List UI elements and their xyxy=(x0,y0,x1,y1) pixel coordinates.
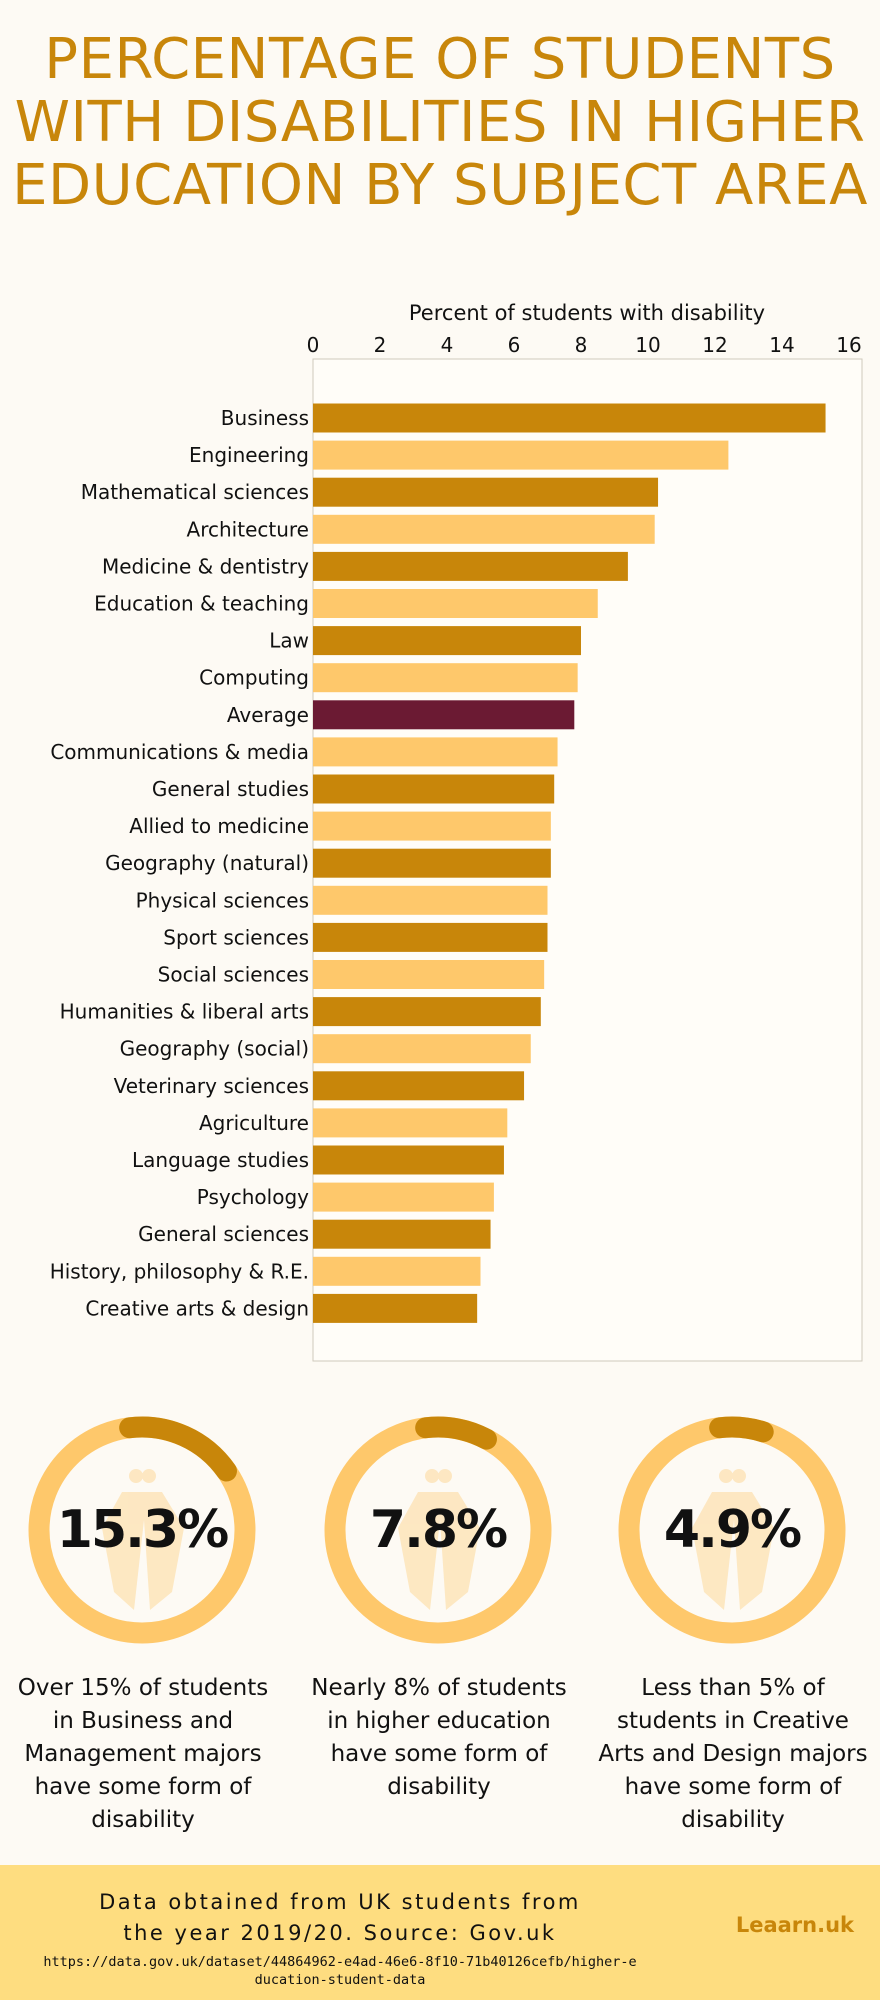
category-label: Communications & media xyxy=(50,740,309,764)
bar xyxy=(313,960,545,989)
bar xyxy=(313,626,581,656)
graduation-figure-icon xyxy=(692,1469,774,1610)
stat-caption-creative-arts: Less than 5% of students in Creative Art… xyxy=(598,1675,868,1833)
category-label: Computing xyxy=(199,666,309,690)
category-label: Language studies xyxy=(132,1148,309,1172)
category-label: Geography (social) xyxy=(120,1037,309,1061)
x-tick-label: 4 xyxy=(441,333,454,357)
ring-progress xyxy=(709,1416,774,1443)
bar xyxy=(313,1145,504,1175)
stat-caption-average: Nearly 8% of students in higher educatio… xyxy=(311,1675,567,1800)
bar xyxy=(313,1293,478,1323)
x-tick-label: 12 xyxy=(702,333,727,357)
source-line-2: the year 2019/20. Source: Gov.uk xyxy=(123,1921,557,1945)
x-axis-label: Percent of students with disability xyxy=(409,301,765,325)
category-label: Law xyxy=(269,629,309,653)
source-line-1: Data obtained from UK students from xyxy=(99,1890,581,1914)
ring-progress xyxy=(119,1416,237,1482)
category-label: Social sciences xyxy=(158,963,309,987)
bar xyxy=(313,403,826,433)
bar xyxy=(313,700,575,730)
ring-chart xyxy=(324,1416,552,1644)
bar xyxy=(313,848,551,878)
category-label: Mathematical sciences xyxy=(81,480,309,504)
bars xyxy=(313,403,826,1323)
bar-chart: Percent of students with disability 0 2 4 6… xyxy=(50,301,863,1362)
category-label: Humanities & liberal arts xyxy=(60,1000,309,1024)
category-label: Average xyxy=(227,703,309,727)
category-labels: Business Engineering Mathematical sciences… xyxy=(50,406,309,1320)
ring-chart xyxy=(28,1416,256,1644)
x-tick-label: 6 xyxy=(508,333,521,357)
category-label: Physical sciences xyxy=(136,888,309,912)
x-tick-label: 14 xyxy=(769,333,794,357)
bar xyxy=(313,737,558,767)
bar xyxy=(313,774,555,804)
category-label: Engineering xyxy=(189,443,309,467)
graduation-figure-icon xyxy=(102,1469,184,1610)
category-label: Psychology xyxy=(197,1185,309,1209)
brand-logo[interactable]: Leaarn.uk xyxy=(735,1913,854,1937)
category-label: Architecture xyxy=(187,517,309,541)
bar xyxy=(313,1219,491,1249)
category-label: Medicine & dentistry xyxy=(102,554,309,578)
category-label: Geography (natural) xyxy=(105,851,309,875)
footer: Data obtained from UK students from the … xyxy=(0,1865,880,2000)
source-text: Data obtained from UK students from the … xyxy=(40,1887,640,1949)
bar xyxy=(313,514,655,544)
category-label: Agriculture xyxy=(199,1111,309,1135)
ring-progress xyxy=(415,1416,497,1450)
bar xyxy=(313,663,578,693)
bar xyxy=(313,440,729,470)
category-label: Creative arts & design xyxy=(85,1296,309,1320)
x-tick-label: 8 xyxy=(575,333,588,357)
bar xyxy=(313,922,548,952)
bar xyxy=(313,477,659,507)
category-label: Education & teaching xyxy=(94,592,309,616)
x-tick-label: 10 xyxy=(635,333,660,357)
bar xyxy=(313,1071,525,1101)
bar xyxy=(313,1108,508,1138)
bar xyxy=(313,1034,531,1064)
graduation-figure-icon xyxy=(398,1469,480,1610)
category-label: General studies xyxy=(152,777,309,801)
ring-chart xyxy=(618,1416,846,1644)
x-tick-label: 0 xyxy=(307,333,320,357)
stat-value: 7.8% xyxy=(369,1500,508,1560)
bar xyxy=(313,997,541,1027)
bar xyxy=(313,1256,481,1286)
x-tick-label: 16 xyxy=(836,333,861,357)
x-axis-ticks: 0 2 4 6 8 10 12 14 16 xyxy=(307,333,862,357)
stat-caption-business: Over 15% of students in Business and Man… xyxy=(17,1675,269,1833)
category-label: Veterinary sciences xyxy=(114,1074,309,1098)
bar xyxy=(313,551,628,581)
bar xyxy=(313,589,598,618)
stat-value: 15.3% xyxy=(56,1500,229,1560)
bar xyxy=(313,885,548,915)
page-title: PERCENTAGE OF STUDENTS WITH DISABILITIES… xyxy=(12,27,868,218)
source-url[interactable]: https://data.gov.uk/dataset/44864962-e4a… xyxy=(43,1954,637,1988)
bar xyxy=(313,811,551,841)
category-label: Sport sciences xyxy=(163,925,309,949)
category-label: History, philosophy & R.E. xyxy=(50,1259,309,1283)
category-label: Business xyxy=(221,406,309,430)
category-label: Allied to medicine xyxy=(129,814,309,838)
bar xyxy=(313,1182,494,1212)
stat-value: 4.9% xyxy=(663,1500,802,1560)
x-tick-label: 2 xyxy=(374,333,387,357)
category-label: General sciences xyxy=(138,1222,309,1246)
